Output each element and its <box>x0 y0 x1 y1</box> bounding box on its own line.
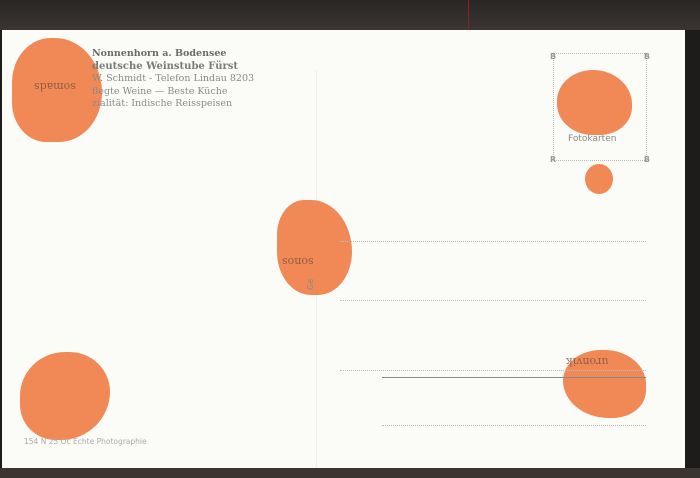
glue-stain <box>557 70 632 135</box>
glue-stain <box>585 164 613 194</box>
sender-line: deutsche Weinstube Fürst <box>92 60 238 72</box>
stamp-box: B B R B Fotokarten <box>550 52 650 164</box>
scan-artifact <box>468 0 469 30</box>
sender-line: W. Schmidt - Telefon Lindau 8203 <box>92 73 255 84</box>
address-line <box>340 300 646 301</box>
sender-line: Nonnenhorn a. Bodensee <box>92 48 227 59</box>
stamp-corner: R <box>550 155 557 164</box>
glue-stain <box>277 200 352 295</box>
glue-stain <box>20 352 110 440</box>
mirrored-ink: somads <box>34 80 76 93</box>
mirrored-ink: uronvik <box>566 355 609 368</box>
glue-stain <box>563 350 646 418</box>
stamp-corner: B <box>643 52 650 61</box>
brand-label: Fotokarten <box>568 134 617 144</box>
stamp-corner: B <box>550 52 557 61</box>
sender-line: flegte Weine — Beste Küche <box>92 85 228 97</box>
scan-border-bottom <box>0 468 700 478</box>
address-line <box>382 425 646 426</box>
stamp-corner: B <box>643 155 650 164</box>
vertical-imprint: Ge <box>306 278 315 290</box>
glue-stain <box>12 38 102 142</box>
print-code: 154 N 25 Oc Echte Photographie <box>24 437 147 446</box>
sender-line: zialität: Indische Reisspeisen <box>92 98 233 109</box>
address-line <box>340 241 646 242</box>
sender-imprint: Nonnenhorn a. Bodensee deutsche Weinstub… <box>92 48 254 111</box>
mirrored-ink: sonos <box>282 255 314 268</box>
address-line <box>340 370 646 371</box>
scan-border-top <box>0 0 700 30</box>
address-line <box>382 377 646 378</box>
